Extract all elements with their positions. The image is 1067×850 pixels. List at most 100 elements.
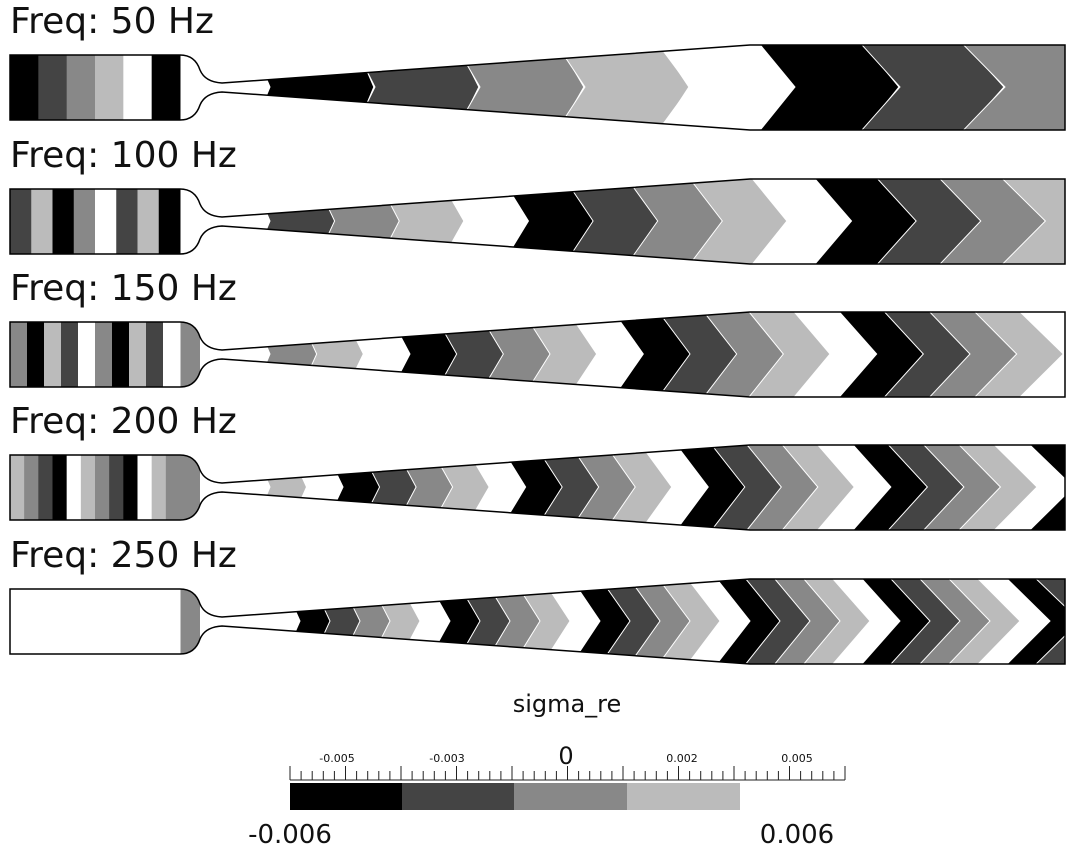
- contour-line: [969, 312, 1018, 397]
- contour-line: [748, 179, 788, 264]
- chevron: [683, 579, 751, 664]
- chevron: [748, 179, 852, 264]
- colorbar-band: [380, 783, 402, 810]
- stripe: [27, 312, 45, 397]
- contour-line: [989, 445, 1038, 530]
- chevron: [944, 579, 1021, 664]
- stripe: [155, 579, 169, 664]
- colorbar-ruler: [289, 766, 846, 781]
- chevron: [810, 179, 916, 264]
- chevron: [565, 312, 644, 397]
- chevron: [561, 179, 658, 264]
- stripe: [38, 45, 68, 130]
- contour-line: [879, 312, 925, 397]
- stripe: [167, 579, 181, 664]
- stripe: [10, 312, 28, 397]
- contour-line: [625, 579, 661, 664]
- colorbar-tick-label: 0.002: [666, 752, 698, 765]
- colorbar-min-label: -0.006: [248, 820, 332, 850]
- duct-outline: [9, 311, 1066, 398]
- stripe: [146, 312, 164, 397]
- stripe: [137, 445, 153, 530]
- chevron: [989, 445, 1065, 530]
- stripe: [109, 445, 124, 530]
- colorbar-band: [290, 783, 380, 810]
- chevron: [741, 579, 811, 664]
- stripe: [66, 45, 96, 130]
- panel-title: Freq: 100 Hz: [10, 135, 237, 176]
- contour-line: [789, 312, 831, 397]
- stripe: [116, 179, 138, 264]
- chevron: [623, 179, 722, 264]
- chevron: [958, 45, 1065, 130]
- chevron: [997, 179, 1065, 264]
- contour-line: [834, 312, 878, 397]
- chevron: [1015, 312, 1065, 397]
- stripe: [95, 312, 113, 397]
- chevron: [597, 579, 661, 664]
- chevron: [700, 312, 784, 397]
- stripe: [38, 445, 53, 530]
- contour-line: [886, 579, 931, 664]
- stripe: [24, 445, 39, 530]
- chevron: [886, 579, 961, 664]
- stripe: [143, 579, 157, 664]
- stripe: [31, 179, 53, 264]
- chevron: [828, 579, 901, 664]
- chevron: [743, 445, 819, 530]
- chevron: [712, 579, 781, 664]
- chevron: [799, 579, 871, 664]
- panel-title: Freq: 200 Hz: [10, 401, 237, 442]
- stripe: [52, 179, 75, 264]
- colorbar-tick-label: -0.005: [319, 752, 354, 765]
- duct-outline: [9, 444, 1066, 531]
- stripe: [151, 45, 181, 130]
- contour-line: [857, 579, 901, 664]
- stripe: [52, 445, 68, 530]
- stripe: [165, 445, 181, 530]
- stripe: [137, 179, 160, 264]
- chevron: [756, 45, 899, 130]
- contour-line: [918, 445, 965, 530]
- stripe: [78, 312, 96, 397]
- chevron: [626, 579, 691, 664]
- chevron: [954, 445, 1038, 530]
- colorbar-band: [627, 783, 740, 810]
- stripe: [123, 45, 153, 130]
- chevron: [1002, 579, 1065, 664]
- duct-outline: [9, 44, 1066, 131]
- duct-outline: [9, 578, 1066, 665]
- contour-line: [943, 579, 991, 664]
- stripe: [58, 579, 72, 664]
- contour-line: [1030, 579, 1065, 664]
- chevron: [655, 312, 737, 397]
- stripe: [46, 579, 60, 664]
- chevron: [813, 445, 892, 530]
- stripe: [95, 579, 108, 664]
- chevron: [499, 179, 593, 264]
- chevron: [857, 579, 931, 664]
- chevron: [568, 579, 631, 664]
- panels: Freq: 50 Hz Freq: 100 Hz Freq: 150 Hz Freq:…: [9, 1, 1066, 665]
- chevron: [873, 179, 981, 264]
- contour-line: [623, 179, 659, 264]
- stripe: [44, 312, 62, 397]
- contour-line: [741, 579, 781, 664]
- duct-outline: [9, 178, 1066, 265]
- stripe: [95, 179, 117, 264]
- contour-line: [997, 179, 1047, 264]
- contour-line: [683, 579, 721, 664]
- contour-line: [712, 579, 751, 664]
- stripe: [95, 45, 124, 130]
- chevron: [655, 45, 794, 130]
- chevron: [686, 179, 787, 264]
- contour-line: [685, 179, 723, 264]
- chevron: [655, 579, 721, 664]
- stripe: [10, 179, 32, 264]
- stripe: [10, 445, 25, 530]
- stripe: [163, 312, 181, 397]
- stripe: [107, 579, 120, 664]
- stripe: [119, 579, 132, 664]
- contour-line: [935, 179, 982, 264]
